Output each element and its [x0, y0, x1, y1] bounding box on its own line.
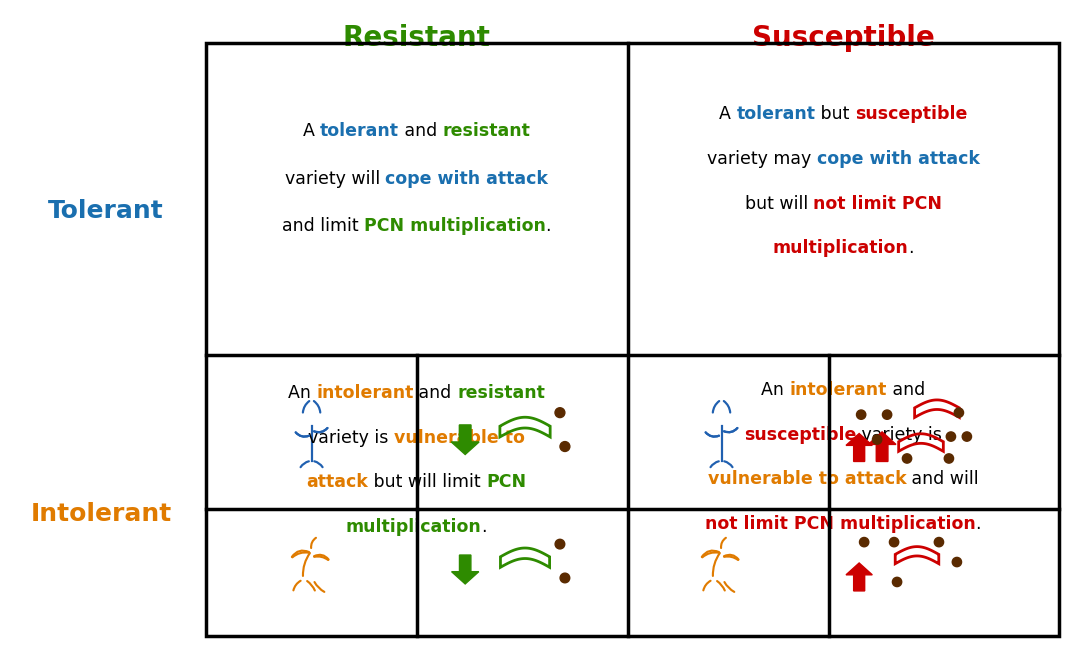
Text: resistant: resistant — [457, 384, 545, 402]
Text: Resistant: Resistant — [342, 24, 490, 53]
Text: A: A — [303, 122, 320, 140]
Text: multiplication: multiplication — [346, 518, 482, 536]
Text: susceptible: susceptible — [855, 105, 967, 123]
Text: not limit PCN multiplication: not limit PCN multiplication — [705, 515, 976, 533]
Text: and will: and will — [906, 470, 979, 488]
Circle shape — [872, 435, 882, 444]
Text: Susceptible: Susceptible — [752, 24, 934, 53]
Text: but will: but will — [745, 195, 813, 213]
Text: .: . — [546, 217, 551, 235]
Text: and: and — [413, 384, 457, 402]
Text: and: and — [399, 122, 443, 140]
Text: and: and — [887, 381, 926, 399]
Circle shape — [883, 410, 891, 420]
Text: intolerant: intolerant — [790, 381, 887, 399]
Circle shape — [954, 408, 964, 418]
Circle shape — [560, 442, 570, 452]
Circle shape — [944, 454, 953, 463]
Circle shape — [889, 537, 899, 547]
Circle shape — [555, 408, 565, 418]
Text: tolerant: tolerant — [320, 122, 399, 140]
Circle shape — [856, 410, 866, 420]
Circle shape — [892, 577, 902, 587]
Circle shape — [555, 539, 565, 549]
Text: multiplication: multiplication — [773, 239, 908, 257]
Text: variety will: variety will — [285, 170, 385, 188]
Text: A: A — [719, 105, 736, 123]
Text: cope with attack: cope with attack — [816, 150, 979, 168]
Text: variety is: variety is — [856, 426, 943, 444]
Text: An: An — [762, 381, 790, 399]
Text: not limit PCN: not limit PCN — [813, 195, 943, 213]
Text: PCN: PCN — [486, 473, 526, 491]
Text: variety may: variety may — [707, 150, 817, 168]
Text: but: but — [815, 105, 855, 123]
Text: but will limit: but will limit — [368, 473, 486, 491]
Bar — [205, 43, 1058, 636]
Polygon shape — [846, 434, 872, 462]
Text: .: . — [908, 239, 914, 257]
Circle shape — [952, 557, 962, 567]
Circle shape — [859, 537, 869, 547]
Text: .: . — [482, 518, 487, 536]
Text: intolerant: intolerant — [317, 384, 414, 402]
Text: vulnerable to: vulnerable to — [394, 428, 524, 447]
Text: resistant: resistant — [442, 122, 531, 140]
Text: vulnerable to attack: vulnerable to attack — [708, 470, 906, 488]
Circle shape — [946, 432, 956, 441]
Text: Tolerant: Tolerant — [48, 199, 164, 223]
Circle shape — [962, 432, 972, 441]
Text: and limit: and limit — [281, 217, 364, 235]
Text: .: . — [976, 515, 981, 533]
Polygon shape — [452, 555, 478, 584]
Circle shape — [560, 573, 569, 583]
Circle shape — [902, 454, 912, 463]
Text: An: An — [288, 384, 317, 402]
Text: Intolerant: Intolerant — [31, 502, 172, 526]
Text: susceptible: susceptible — [745, 426, 857, 444]
Text: PCN multiplication: PCN multiplication — [364, 217, 546, 235]
Text: variety is: variety is — [308, 428, 394, 447]
Text: attack: attack — [307, 473, 368, 491]
Text: cope with attack: cope with attack — [385, 170, 548, 188]
Text: tolerant: tolerant — [736, 105, 815, 123]
Polygon shape — [452, 425, 479, 454]
Polygon shape — [868, 432, 896, 462]
Polygon shape — [846, 563, 872, 591]
Circle shape — [934, 537, 944, 547]
